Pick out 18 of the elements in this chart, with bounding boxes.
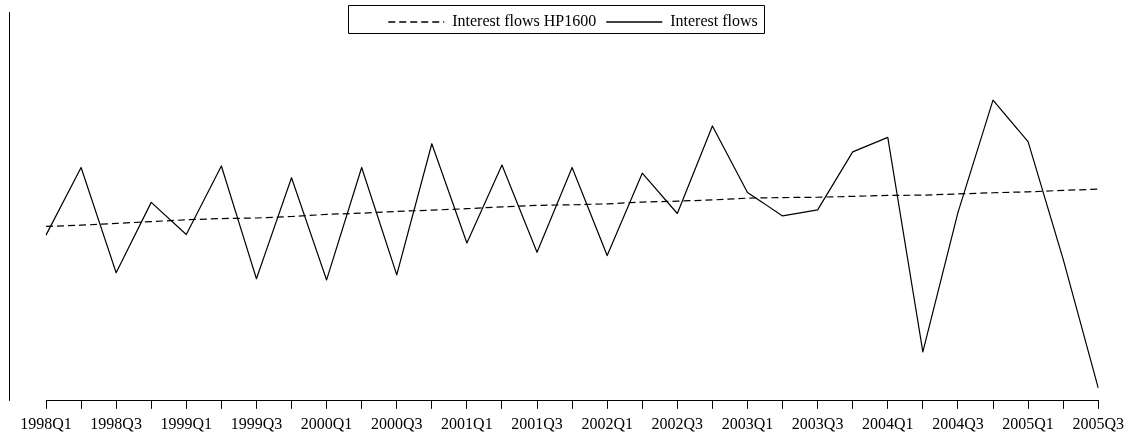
- x-tick-label: 2003Q1: [721, 414, 774, 432]
- x-tick-label: 1999Q3: [230, 414, 283, 432]
- x-tick-label: 2005Q1: [1002, 414, 1054, 432]
- x-tick-label: 2000Q1: [300, 414, 353, 432]
- x-tick-label: 1999Q1: [160, 414, 213, 432]
- x-tick-label: 2002Q1: [581, 414, 633, 432]
- x-tick-label: 2001Q3: [511, 414, 563, 432]
- x-tick-label: 1998Q1: [20, 414, 72, 432]
- x-tick-label: 1998Q3: [90, 414, 142, 432]
- x-tick-label: 2004Q1: [862, 414, 914, 432]
- legend-label: Interest flows: [670, 12, 758, 30]
- x-tick-label: 2002Q3: [651, 414, 704, 432]
- x-tick-label: 2000Q3: [370, 414, 423, 432]
- x-tick-label: 2003Q3: [791, 414, 844, 432]
- x-tick-label: 2004Q3: [932, 414, 984, 432]
- legend-label: Interest flows HP1600: [452, 12, 597, 30]
- x-tick-label: 2005Q3: [1072, 414, 1124, 432]
- x-tick-label: 2001Q1: [441, 414, 493, 432]
